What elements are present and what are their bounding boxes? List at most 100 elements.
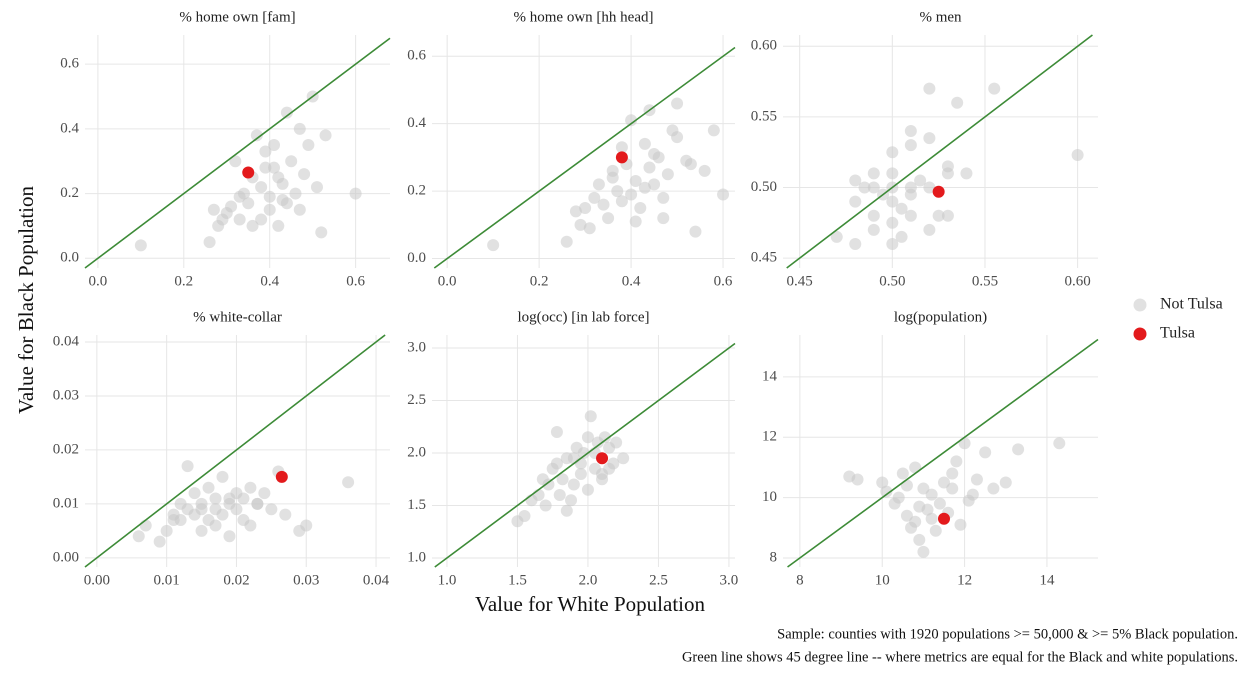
point [167,514,180,527]
point [1071,149,1084,162]
x-tick-label: 3.0 [720,572,739,588]
point [242,197,255,210]
point [263,190,276,203]
point [923,82,936,95]
x-tick-label: 12 [957,572,972,588]
point [250,129,263,142]
legend-label: Not Tulsa [1160,296,1223,313]
point [909,461,922,474]
point [209,492,222,505]
point [954,518,967,531]
point [925,512,938,525]
point [581,431,594,444]
legend-swatch [1133,327,1147,341]
point [216,213,229,226]
reference-line [433,46,736,269]
panel-title: % home own [hh head] [514,9,654,25]
y-tick-label: 0.2 [407,183,426,199]
point [244,481,257,494]
point [671,131,684,144]
y-tick-label: 8 [770,549,778,565]
point [886,146,899,159]
point [560,235,573,248]
reference-line [786,34,1093,269]
point [153,535,166,548]
point [209,519,222,532]
point [830,230,843,243]
y-tick-label: 1.5 [407,497,426,513]
point [565,494,578,507]
point [258,487,271,500]
y-tick-label: 14 [762,368,778,384]
point [970,473,983,486]
point [272,219,285,232]
point [255,213,268,226]
point [643,161,656,174]
y-tick-label: 12 [762,429,777,445]
point [298,168,311,181]
point [567,452,580,465]
panel-title: % white-collar [193,309,282,325]
point [181,460,194,473]
point [268,139,281,152]
x-tick-label: 1.0 [438,572,457,588]
point [849,174,862,187]
point [280,197,293,210]
point [223,530,236,543]
y-tick-label: 0.6 [407,48,426,64]
legend-swatch [1133,298,1147,312]
point [999,476,1012,489]
point [592,178,605,191]
point [904,188,917,201]
point [661,168,674,181]
point [617,452,630,465]
point [634,201,647,214]
point [574,467,587,480]
point [880,485,893,498]
panel-title: log(occ) [in lab force] [517,309,649,325]
y-tick-label: 0.45 [751,250,777,266]
point [569,205,582,218]
y-tick-label: 0.03 [53,387,79,403]
point [518,509,531,522]
highlight-point [275,470,288,483]
point [244,519,257,532]
x-tick-label: 0.01 [154,572,180,588]
point [629,215,642,228]
highlight-point [242,166,255,179]
point [233,190,246,203]
panel-title: log(population) [894,309,987,325]
point [550,457,563,470]
point [1012,443,1025,456]
point [216,508,229,521]
point [913,500,926,513]
x-tick-label: 0.45 [787,273,813,289]
point [923,132,936,145]
point [207,203,220,216]
point [615,195,628,208]
point [302,139,315,152]
point [610,436,623,449]
point [638,181,651,194]
point [556,473,569,486]
point [285,155,298,168]
y-tick-label: 1.0 [407,549,426,565]
point [917,545,930,558]
point [904,139,917,152]
point [319,129,332,142]
point [909,515,922,528]
x-tick-label: 0.04 [363,572,390,588]
point [638,137,651,150]
y-tick-label: 0.01 [53,495,79,511]
point [598,431,611,444]
point [225,200,238,213]
caption: Green line shows 45 degree line -- where… [682,649,1238,665]
y-tick-label: 2.5 [407,392,426,408]
point [895,230,908,243]
point [602,212,615,225]
point [160,524,173,537]
y-tick-label: 0.04 [53,333,80,349]
point [246,219,259,232]
point [132,530,145,543]
x-tick-label: 0.2 [530,273,549,289]
